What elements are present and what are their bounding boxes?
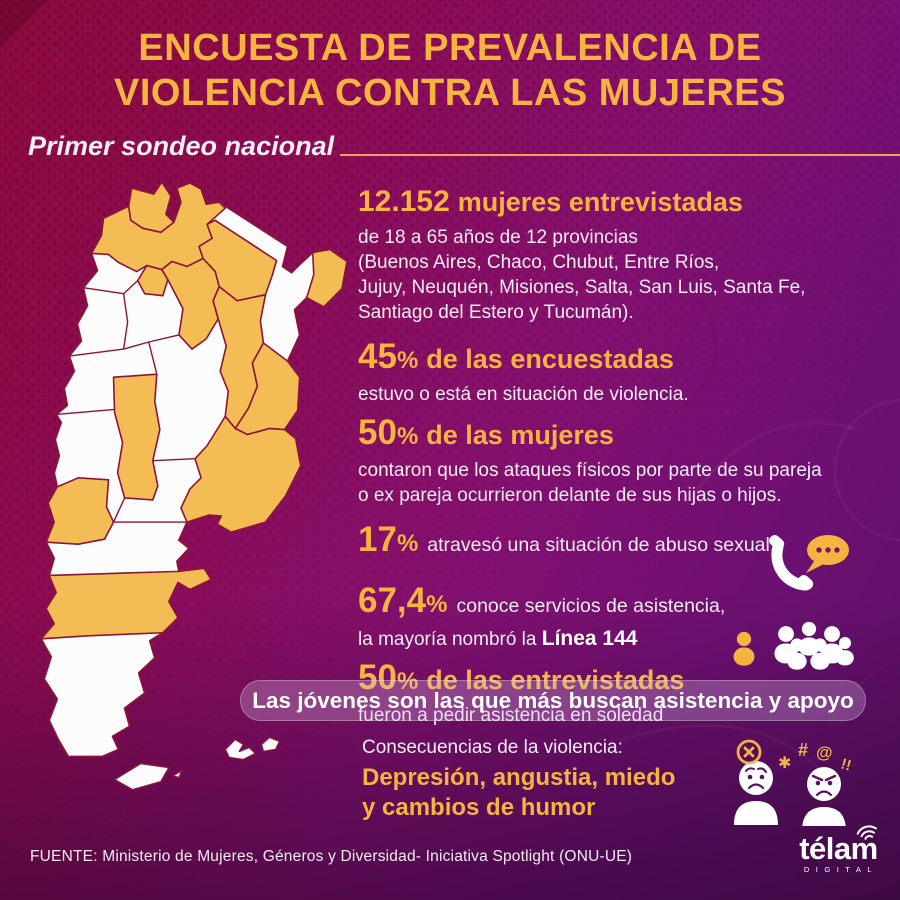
- source-text: FUENTE: Ministerio de Mujeres, Géneros y…: [30, 848, 633, 865]
- telam-wordmark: télam: [799, 825, 878, 864]
- province-tierra-del-fuego: [113, 762, 170, 791]
- stat-percent-sign: %: [396, 668, 419, 695]
- svg-text:@: @: [816, 743, 833, 762]
- svg-text:#: #: [798, 740, 808, 760]
- stat-45-percent: 45% de las encuestadas estuvo o está en s…: [358, 339, 898, 407]
- angry-figure-icon: ✱ # @ !!: [778, 740, 853, 826]
- stat-number: 67,4: [358, 581, 427, 620]
- stat-body-line: fueron a pedir asistencia en soledad: [358, 705, 664, 726]
- tierra-del-fuego-islet: [172, 769, 183, 779]
- circle-x-icon: [736, 739, 762, 765]
- sad-and-angry-figures-icon: ✱ # @ !!: [734, 739, 853, 826]
- title-line-2: VIOLENCIA CONTRA LAS MUJERES: [113, 72, 786, 114]
- consequences-intro: Consecuencias de la violencia:: [362, 737, 623, 758]
- page-title: ENCUESTA DE PREVALENCIA DE VIOLENCIA CON…: [0, 26, 900, 116]
- stat-body-line: estuvo o está en situación de violencia.: [358, 384, 689, 405]
- stat-percent-sign: %: [426, 591, 448, 618]
- province-buenos-aires: [180, 415, 302, 533]
- svg-text:✱: ✱: [778, 755, 791, 772]
- signal-arcs-icon: [856, 825, 877, 840]
- stat-body-line: Jujuy, Neuquén, Misiones, Salta, San Lui…: [358, 277, 806, 298]
- stat-number: 50: [358, 658, 397, 697]
- telam-logo: télam DIGITAL: [799, 825, 878, 874]
- province-santiago-del-estero: [161, 257, 220, 350]
- stat-17-percent: 17% atravesó una situación de abuso sexua…: [358, 522, 898, 565]
- argentina-province-map: [28, 176, 350, 840]
- stat-percent-sign: %: [396, 347, 419, 374]
- province-chubut: [40, 567, 212, 640]
- islas-malvinas-west: [224, 738, 257, 761]
- stat-body-line: contaron que los ataques físicos por par…: [358, 460, 822, 481]
- stat-body-prefix: la mayoría nombró la: [358, 629, 542, 650]
- stat-label: de las mujeres: [426, 420, 614, 450]
- stat-percent-sign: %: [396, 423, 419, 450]
- stat-label: de las entrevistadas: [426, 665, 685, 695]
- province-misiones: [305, 248, 348, 308]
- consequences-line-1: Depresión, angustia, miedo: [362, 764, 676, 791]
- stat-inline-text: conoce servicios de asistencia,: [456, 595, 726, 617]
- stat-body-line: Santiago del Estero y Tucumán).: [358, 302, 634, 323]
- stat-50-percent-mujeres: 50% de las mujeres contaron que los ataqu…: [358, 415, 898, 508]
- stat-number: 50: [358, 413, 397, 452]
- islas-malvinas-east: [260, 736, 281, 753]
- corner-triangle-decoration: [0, 0, 48, 48]
- stat-body-line: (Buenos Aires, Chaco, Chubut, Entre Ríos…: [358, 252, 720, 273]
- stat-body-line: o ex pareja ocurrieron delante de sus hi…: [358, 485, 782, 506]
- consequences-line-2: y cambios de humor: [362, 794, 596, 821]
- telam-digital-label: DIGITAL: [803, 865, 878, 874]
- stat-percent-sign: %: [396, 530, 419, 557]
- stat-label: mujeres entrevistadas: [457, 187, 743, 217]
- stat-50-percent-entrevistadas: 50% de las entrevistadas fueron a pedir a…: [358, 660, 898, 728]
- subtitle-underline: [340, 153, 900, 156]
- highlight-pill: Las jóvenes son las que más buscan asist…: [240, 680, 866, 721]
- statistics-column: 12.152 mujeres entrevistadas de 18 a 65 a…: [358, 184, 898, 742]
- svg-text:!!: !!: [839, 756, 853, 775]
- stat-body-line: de 18 a 65 años de 12 provincias: [358, 227, 638, 248]
- stat-inline-text: atravesó una situación de abuso sexual.: [427, 534, 776, 556]
- title-line-1: ENCUESTA DE PREVALENCIA DE: [138, 27, 762, 69]
- stat-women-interviewed: 12.152 mujeres entrevistadas de 18 a 65 a…: [358, 184, 898, 325]
- province-san-luis: [112, 373, 161, 501]
- subtitle-row: Primer sondeo nacional: [28, 131, 900, 162]
- curse-symbols: ✱ # @ !!: [778, 740, 853, 775]
- linea-144-label: Línea 144: [541, 627, 638, 650]
- stat-label: de las encuestadas: [426, 344, 674, 374]
- stat-number: 45: [358, 337, 397, 376]
- map-internal-borders: [55, 279, 196, 523]
- province-neuquen: [45, 477, 115, 546]
- stat-67-percent: 67,4% conoce servicios de asistencia, la …: [358, 583, 898, 652]
- stat-number: 17: [358, 520, 397, 559]
- stat-number: 12.152: [358, 185, 450, 218]
- consequences-block: Consecuencias de la violencia: Depresión…: [362, 737, 675, 823]
- sad-figure-icon: [734, 739, 778, 825]
- subtitle: Primer sondeo nacional: [28, 131, 335, 161]
